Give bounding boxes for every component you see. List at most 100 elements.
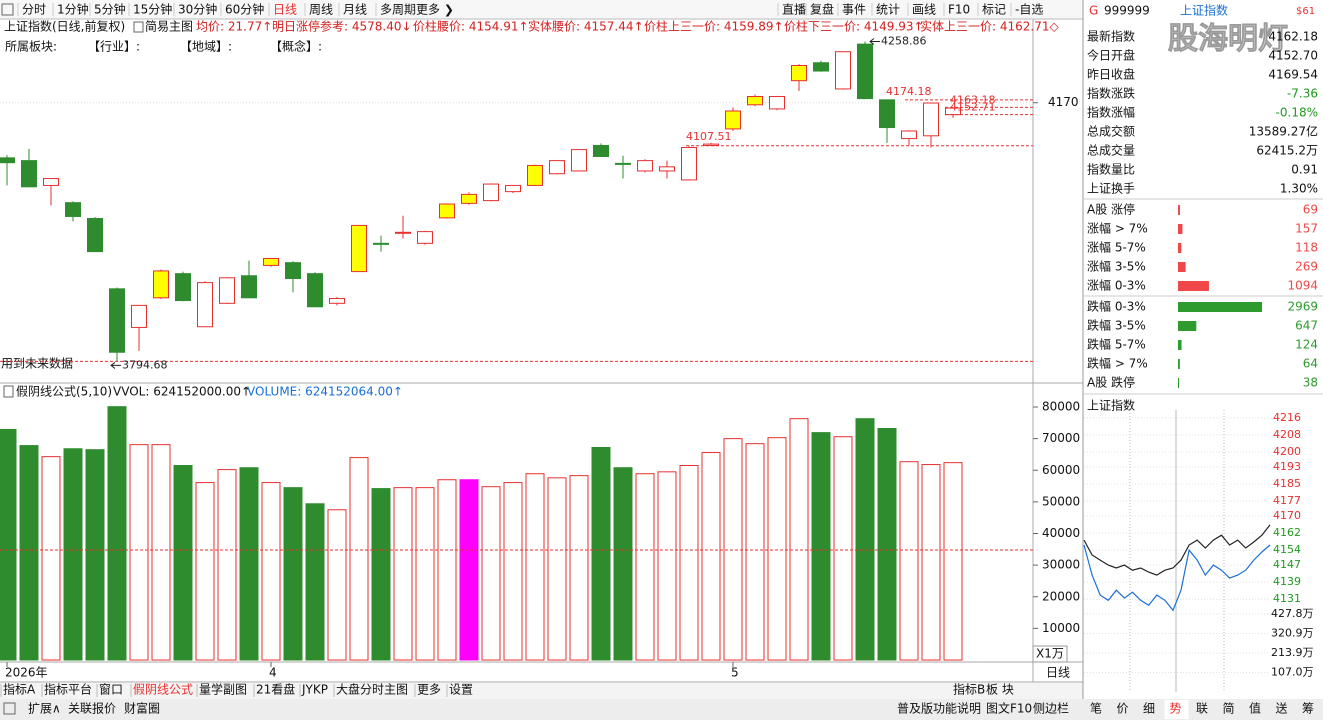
breadth-label: A股 跌停	[1087, 375, 1135, 390]
status-item[interactable]: 图文F10	[986, 701, 1032, 716]
period-tab[interactable]: 更多 ❯	[416, 3, 454, 17]
indicator-tab[interactable]: 板 块	[986, 683, 1014, 697]
tool-button[interactable]: 画线	[912, 3, 936, 17]
stat-value: 0.91	[1291, 163, 1318, 177]
indicator-tab[interactable]: 指标A	[3, 682, 36, 697]
volume-bar	[723, 438, 743, 661]
breadth-bar	[1178, 378, 1180, 388]
arrow	[869, 38, 880, 45]
stock-code: 999999	[1104, 4, 1150, 18]
price-label: 4258.86	[881, 34, 927, 47]
menu-icon[interactable]	[1, 3, 14, 16]
tool-button[interactable]: F10	[948, 3, 970, 17]
period-tab[interactable]: 多周期	[380, 3, 416, 17]
status-item[interactable]: 财富圈	[124, 701, 160, 716]
candle-body	[593, 144, 609, 157]
breadth-bar	[1178, 224, 1183, 234]
candle-body	[219, 277, 235, 304]
y-tick-label: 4208	[1273, 428, 1301, 441]
volume-bar	[635, 473, 655, 661]
candle-body	[307, 273, 323, 308]
indicator-tab[interactable]: 大盘分时主图	[336, 682, 408, 697]
stat-label: 昨日收盘	[1087, 67, 1135, 82]
stat-label: 指数量比	[1087, 162, 1135, 177]
status-item[interactable]: 侧边栏	[1033, 701, 1069, 716]
side-tab[interactable]: 筹	[1302, 702, 1314, 716]
candle-body	[21, 160, 37, 188]
side-tab[interactable]: 送	[1276, 701, 1288, 716]
x-tick-label: 4	[269, 666, 277, 680]
indicator-tab[interactable]: 更多	[417, 683, 441, 697]
volume-bar	[393, 487, 413, 661]
mini-title: 上证指数	[1087, 398, 1135, 413]
volume-bar	[283, 487, 303, 661]
period-tab[interactable]: 月线	[343, 3, 367, 17]
candle-body	[615, 162, 631, 165]
stat-label: 指数涨跌	[1087, 86, 1135, 101]
period-tab[interactable]: 日线	[273, 3, 297, 17]
tool-button[interactable]: 事件	[842, 3, 866, 17]
stat-value: 4152.70	[1268, 49, 1318, 63]
period-tab[interactable]: 周线	[309, 3, 333, 17]
side-tab[interactable]: 值	[1249, 701, 1261, 716]
stat-label: 总成交额	[1087, 124, 1135, 139]
volume-bar	[327, 509, 347, 661]
volume-bar	[899, 461, 919, 661]
volume-unit: X1万	[1036, 647, 1064, 661]
candle-body	[549, 160, 565, 175]
period-tab[interactable]: 60分钟	[225, 2, 264, 17]
tool-button[interactable]: 标记	[982, 3, 1006, 17]
indicator-tab[interactable]: 指标平台	[44, 682, 92, 697]
candle-body	[769, 96, 785, 110]
status-item[interactable]: 关联报价	[68, 701, 116, 716]
volume-bar	[0, 428, 17, 661]
y-tick-label: 80000	[1042, 400, 1080, 414]
breadth-label: 涨幅 5-7%	[1087, 240, 1146, 255]
indicator-tab[interactable]: 窗口	[99, 683, 123, 697]
volume-bar	[679, 465, 699, 661]
tool-button[interactable]: 直播	[782, 3, 806, 17]
volume-bar	[877, 428, 897, 661]
y-tick-label: 4193	[1273, 460, 1301, 473]
candle-body	[637, 160, 653, 172]
period-tab[interactable]: 15分钟	[133, 2, 172, 17]
breadth-bar	[1178, 340, 1182, 350]
breadth-count: 157	[1295, 222, 1318, 236]
status-icon[interactable]	[3, 702, 16, 715]
tool-button[interactable]: 复盘	[810, 2, 834, 17]
volume-bar	[195, 482, 215, 661]
side-tab[interactable]: 联	[1196, 702, 1208, 716]
breadth-bar	[1178, 205, 1180, 215]
indicator-tab[interactable]: 21看盘	[256, 682, 295, 697]
candle-body	[483, 183, 499, 202]
side-tab[interactable]: 细	[1143, 702, 1155, 716]
status-item[interactable]: 扩展∧	[28, 702, 61, 716]
side-tab[interactable]: 简	[1223, 702, 1235, 716]
breadth-bar	[1178, 321, 1197, 331]
indicator-tab[interactable]: 设置	[449, 683, 473, 697]
tool-button[interactable]: -自选	[1015, 3, 1043, 17]
indicator-tab[interactable]: JYKP	[301, 683, 328, 697]
indicator-icon	[3, 385, 14, 398]
volume-bar	[547, 477, 567, 661]
status-item[interactable]: 普及版功能说明	[897, 701, 981, 716]
candle-body	[131, 304, 147, 328]
side-tab[interactable]: 价	[1117, 702, 1129, 716]
indicator-tab[interactable]: 量学副图	[199, 682, 247, 697]
candle-body	[197, 282, 213, 328]
period-tab[interactable]: 1分钟	[57, 2, 89, 17]
tool-button[interactable]: 统计	[876, 3, 900, 17]
volume-bar	[415, 487, 435, 661]
period-tab[interactable]: 30分钟	[178, 2, 217, 17]
side-tab[interactable]: 势	[1170, 702, 1182, 716]
period-tab[interactable]: 分时	[22, 3, 46, 17]
period-tab[interactable]: 5分钟	[94, 2, 126, 17]
stock-name: 上证指数	[1180, 3, 1228, 18]
stat-label: 今日开盘	[1087, 48, 1135, 63]
indicator-tab[interactable]: 指标B	[953, 682, 985, 697]
indicator-tab[interactable]: 假阴线公式	[133, 683, 193, 697]
stat-label: 指数涨幅	[1087, 105, 1135, 120]
side-tab[interactable]: 笔	[1090, 701, 1102, 716]
